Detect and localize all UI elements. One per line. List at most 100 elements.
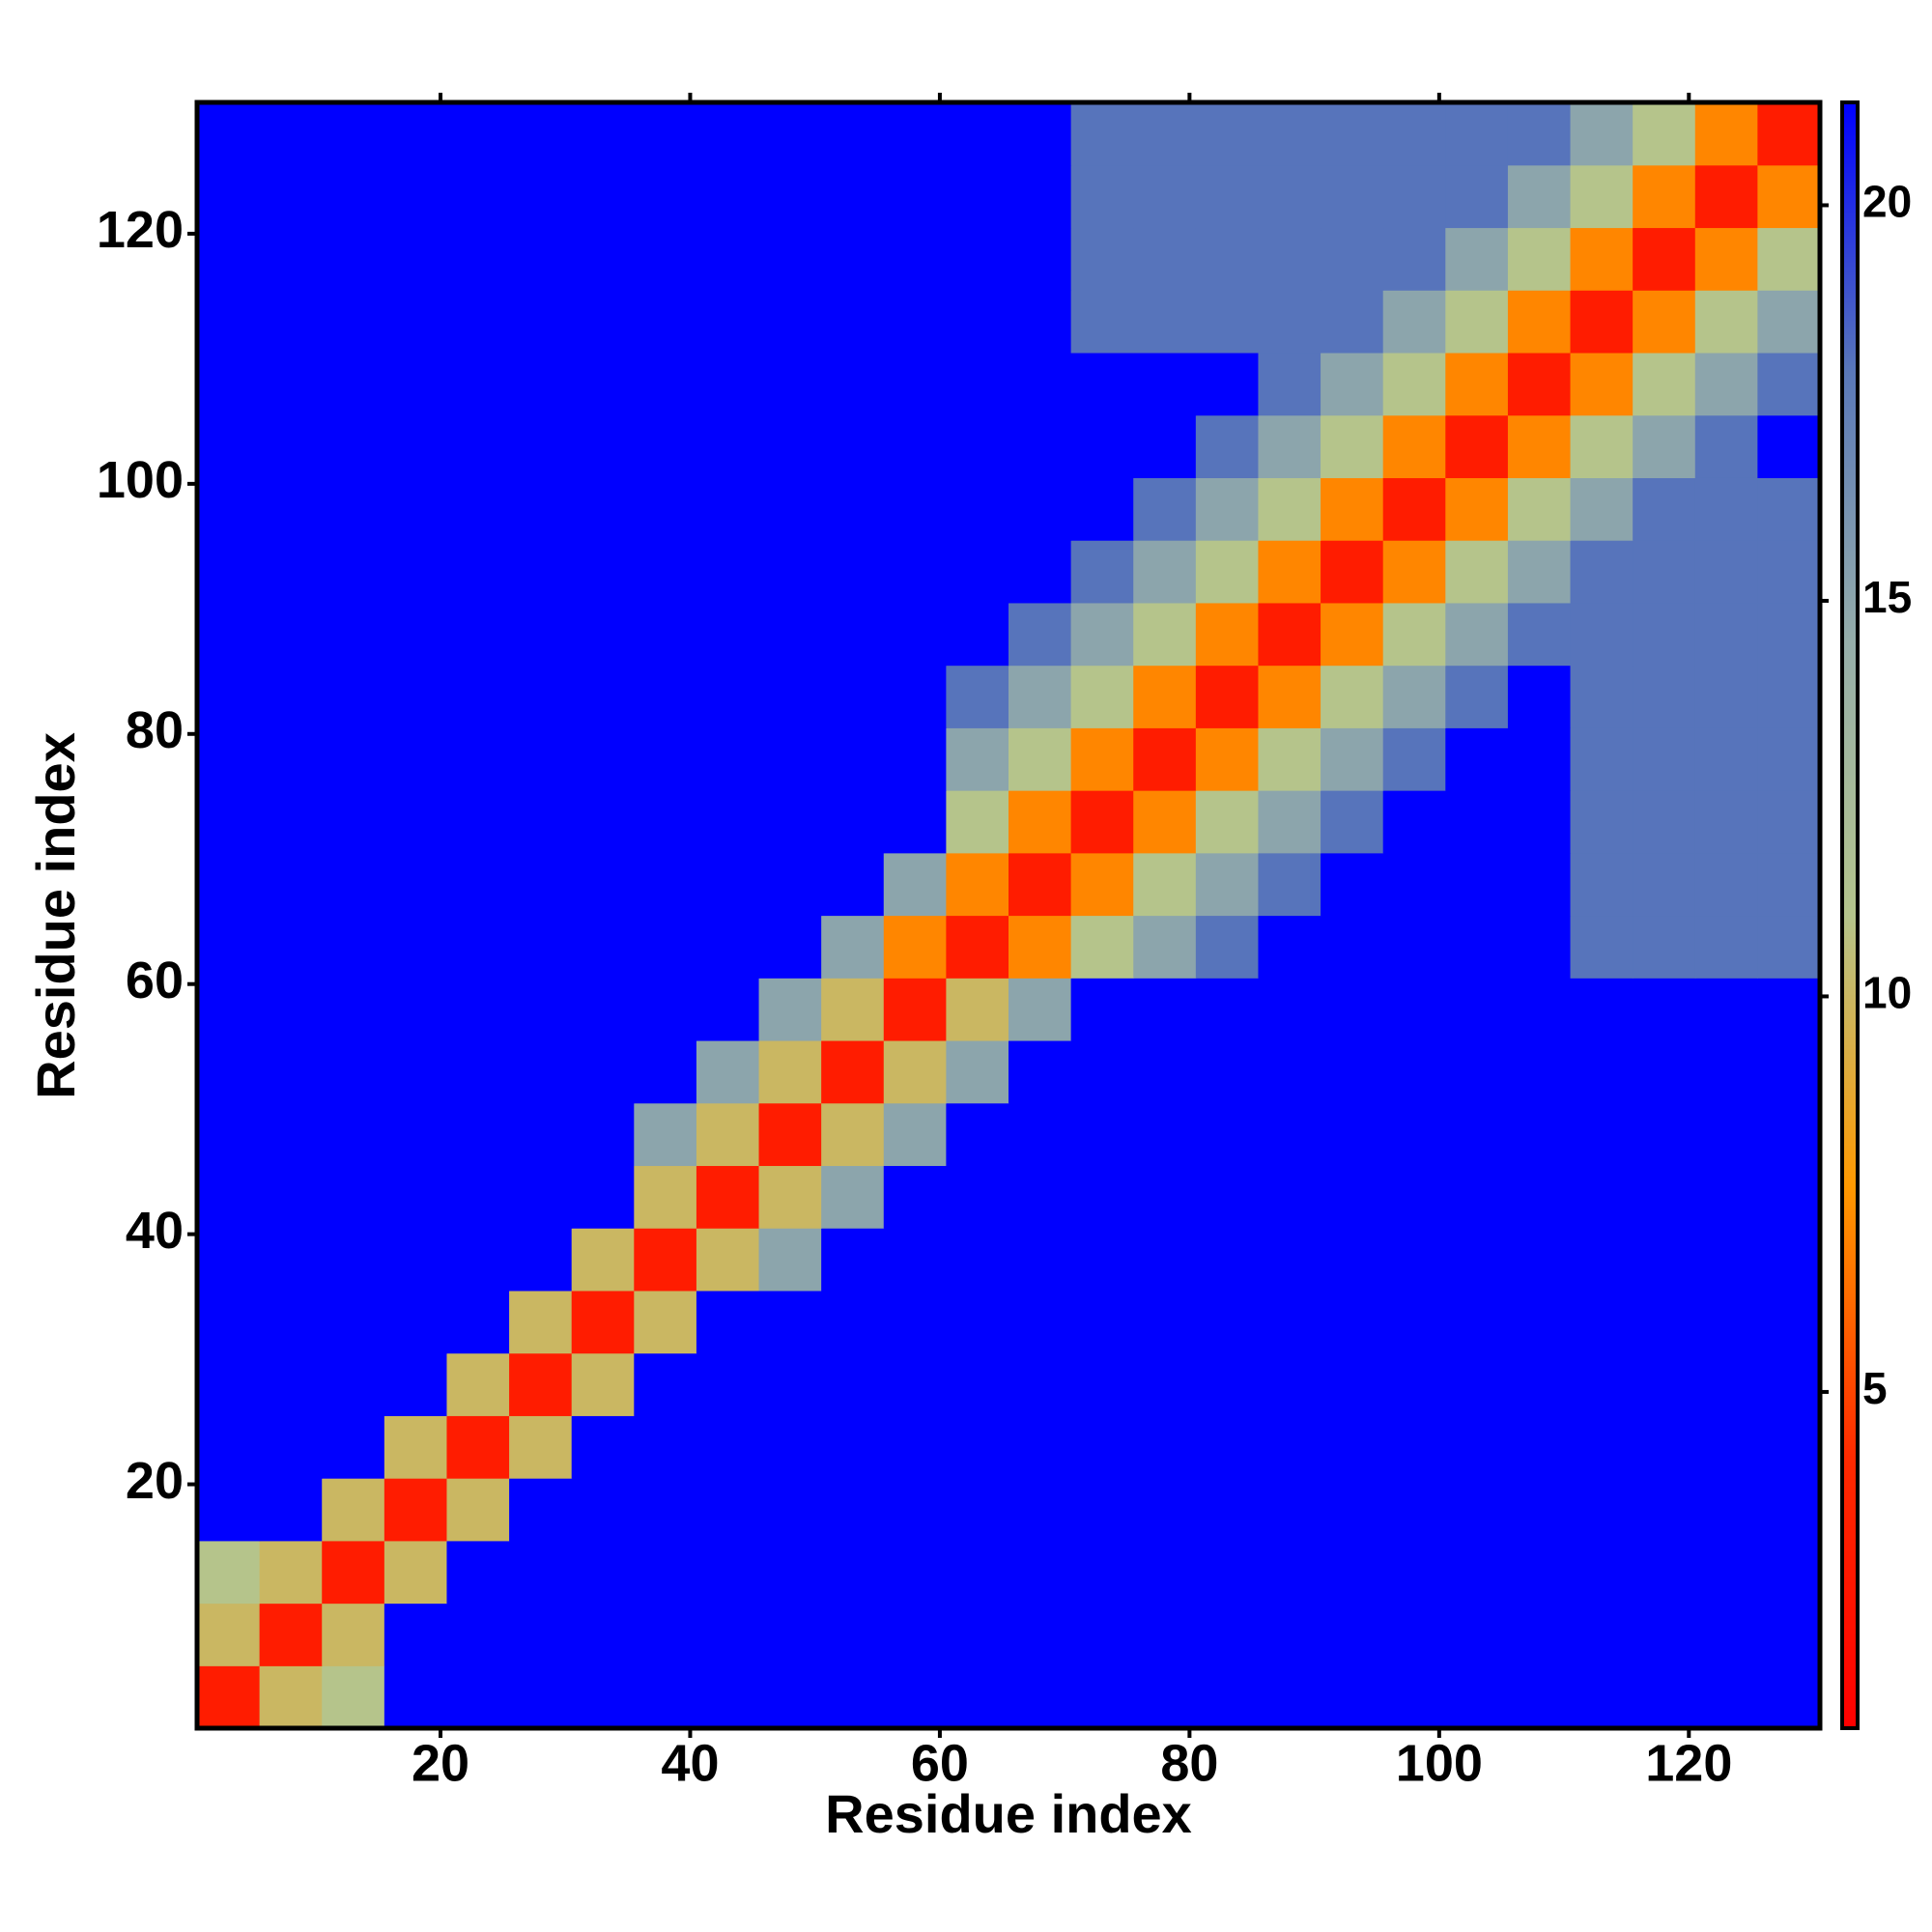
heatmap-cell (821, 1415, 885, 1479)
heatmap-cell (883, 915, 947, 979)
heatmap-cell (946, 1352, 1009, 1416)
heatmap-cell (1133, 1165, 1197, 1229)
heatmap-cell (1258, 1039, 1321, 1104)
heatmap-cell (1195, 102, 1260, 166)
heatmap-cell (1694, 790, 1758, 854)
heatmap-cell (1258, 290, 1321, 354)
heatmap-cell (1694, 1415, 1758, 1479)
heatmap-cell (1321, 665, 1384, 728)
heatmap-cell (821, 665, 885, 728)
heatmap-cell (1009, 414, 1072, 478)
heatmap-cell (1507, 540, 1572, 604)
heatmap-cell (322, 1665, 385, 1729)
heatmap-cell (571, 227, 635, 291)
heatmap-cell (384, 1665, 448, 1729)
heatmap-cell (1507, 1478, 1572, 1542)
heatmap-cell (259, 102, 323, 166)
heatmap-cell (696, 727, 760, 791)
heatmap-cell (384, 290, 448, 354)
heatmap-cell (446, 1228, 510, 1292)
heatmap-cell (322, 978, 385, 1041)
heatmap-cell (1258, 665, 1321, 728)
heatmap-cell (821, 978, 885, 1041)
heatmap-cell (1507, 1290, 1572, 1354)
heatmap-cell (1258, 1665, 1321, 1729)
plot-frame (194, 99, 1823, 1731)
heatmap-cell (883, 1165, 947, 1229)
heatmap-cell (197, 540, 261, 604)
heatmap-cell (1694, 1665, 1758, 1729)
heatmap-cell (1195, 1665, 1260, 1729)
heatmap-cell (509, 852, 573, 917)
heatmap-cell (758, 164, 822, 229)
heatmap-cell (1445, 1165, 1509, 1229)
heatmap-cell (571, 352, 635, 416)
heatmap-cell (446, 1290, 510, 1354)
heatmap-cell (634, 1165, 697, 1229)
heatmap-cell (1258, 352, 1321, 416)
heatmap-cell (1633, 352, 1696, 416)
heatmap-cell (1382, 102, 1446, 166)
heatmap-cell (1757, 1290, 1821, 1354)
heatmap-cell (509, 102, 573, 166)
heatmap-cell (1694, 290, 1758, 354)
x-tick-label: 60 (911, 1734, 969, 1792)
heatmap-cell (1009, 665, 1072, 728)
heatmap-cell (883, 540, 947, 604)
heatmap-cell (883, 790, 947, 854)
heatmap-cell (1070, 915, 1134, 979)
heatmap-cell (1570, 1290, 1634, 1354)
heatmap-cell (259, 602, 323, 667)
heatmap-cell (197, 1603, 261, 1666)
heatmap-cell (1133, 915, 1197, 979)
heatmap-cell (197, 1165, 261, 1229)
heatmap-cell (1757, 1603, 1821, 1666)
heatmap-cell (1070, 1540, 1134, 1605)
heatmap-cell (446, 915, 510, 979)
heatmap-cell (1195, 727, 1260, 791)
heatmap-cell (1445, 1102, 1509, 1167)
heatmap-cell (1009, 1165, 1072, 1229)
heatmap-cell (509, 1290, 573, 1354)
heatmap-cell (1570, 1165, 1634, 1229)
heatmap-cell (1633, 915, 1696, 979)
heatmap-cell (883, 102, 947, 166)
heatmap-cell (758, 665, 822, 728)
heatmap-cell (1321, 790, 1384, 854)
heatmap-cell (696, 1039, 760, 1104)
heatmap-cell (1570, 665, 1634, 728)
heatmap-cell (946, 477, 1009, 541)
heatmap-cell (758, 852, 822, 917)
heatmap-cell (1070, 1415, 1134, 1479)
heatmap-cell (1321, 414, 1384, 478)
heatmap-cell (821, 1102, 885, 1167)
heatmap-cell (634, 1540, 697, 1605)
heatmap-cell (571, 540, 635, 604)
heatmap-cell (1009, 602, 1072, 667)
heatmap-cell (946, 414, 1009, 478)
heatmap-cell (1009, 540, 1072, 604)
heatmap-cell (509, 1540, 573, 1605)
heatmap-cell (571, 164, 635, 229)
heatmap-cell (259, 414, 323, 478)
heatmap-cell (1757, 1665, 1821, 1729)
heatmap-cell (634, 1228, 697, 1292)
heatmap-cell (758, 790, 822, 854)
heatmap-cell (1195, 1603, 1260, 1666)
heatmap-cell (1382, 290, 1446, 354)
heatmap-cell (509, 665, 573, 728)
heatmap-cell (1258, 978, 1321, 1041)
heatmap-cell (259, 227, 323, 291)
heatmap-cell (1445, 1603, 1509, 1666)
heatmap-cell (1445, 1352, 1509, 1416)
heatmap-cell (1133, 290, 1197, 354)
heatmap-cell (384, 1415, 448, 1479)
heatmap-cell (446, 352, 510, 416)
heatmap-cell (322, 1228, 385, 1292)
heatmap-cell (634, 290, 697, 354)
heatmap-cell (1258, 477, 1321, 541)
heatmap-cell (1757, 164, 1821, 229)
heatmap-cell (509, 727, 573, 791)
heatmap-cell (1570, 790, 1634, 854)
heatmap-cell (1070, 1352, 1134, 1416)
